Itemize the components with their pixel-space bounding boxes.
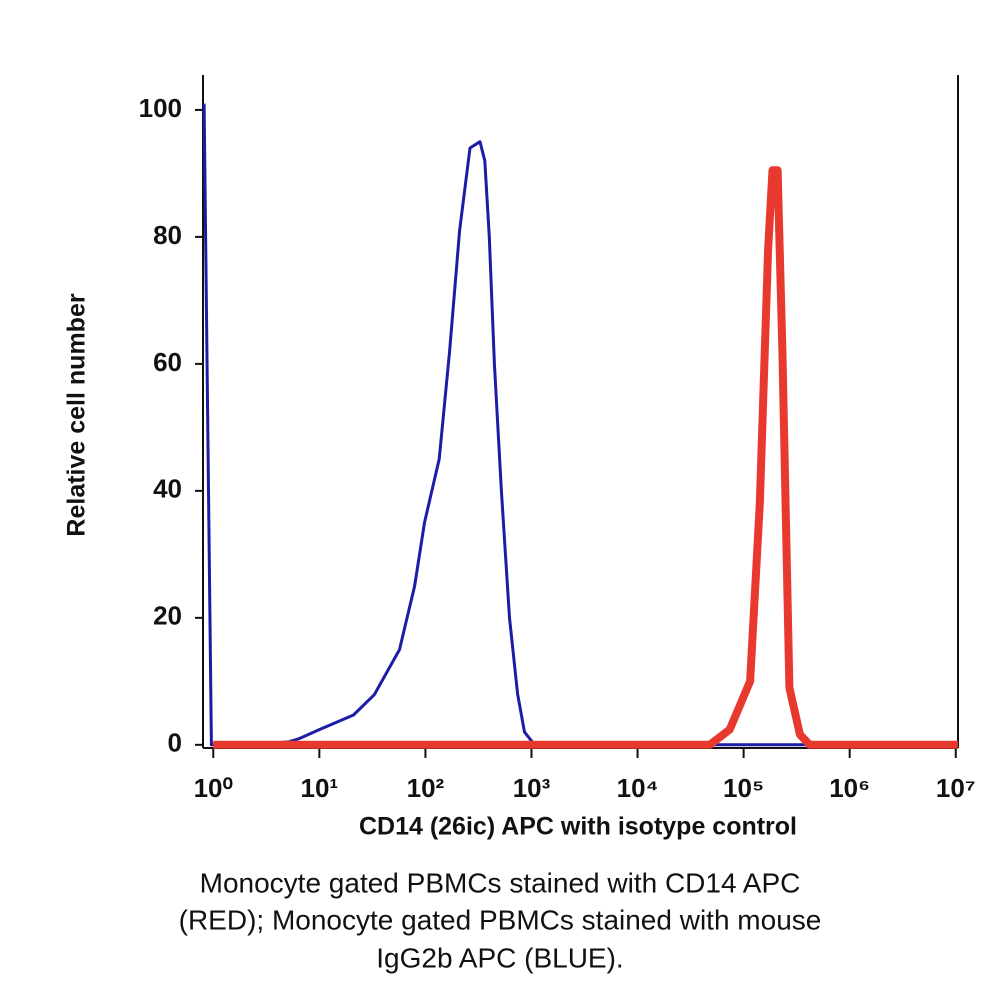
- y-tick-label: 100: [139, 93, 182, 123]
- caption: (RED); Monocyte gated PBMCs stained with…: [179, 904, 822, 935]
- y-tick-label: 20: [153, 601, 182, 631]
- histogram-line: [213, 166, 958, 749]
- x-tick-label: 10¹: [301, 773, 339, 803]
- x-tick-label: 10⁵: [723, 773, 764, 803]
- y-axis-title: Relative cell number: [63, 293, 91, 536]
- x-tick-label: 10³: [513, 773, 551, 803]
- y-tick-label: 0: [168, 728, 182, 758]
- histogram-line: [202, 103, 958, 747]
- x-tick-label: 10⁷: [936, 773, 976, 803]
- y-tick-label: 40: [153, 474, 182, 504]
- x-tick-label: 10⁶: [829, 773, 870, 803]
- y-tick-label: 80: [153, 220, 182, 250]
- x-axis-title: CD14 (26ic) APC with isotype control: [359, 813, 797, 841]
- x-tick-label: 10²: [407, 773, 445, 803]
- y-tick-label: 60: [153, 347, 182, 377]
- caption: Monocyte gated PBMCs stained with CD14 A…: [200, 867, 801, 898]
- x-tick-label: 10⁰: [194, 773, 233, 803]
- x-tick-label: 10⁴: [617, 773, 659, 803]
- caption: IgG2b APC (BLUE).: [376, 942, 623, 973]
